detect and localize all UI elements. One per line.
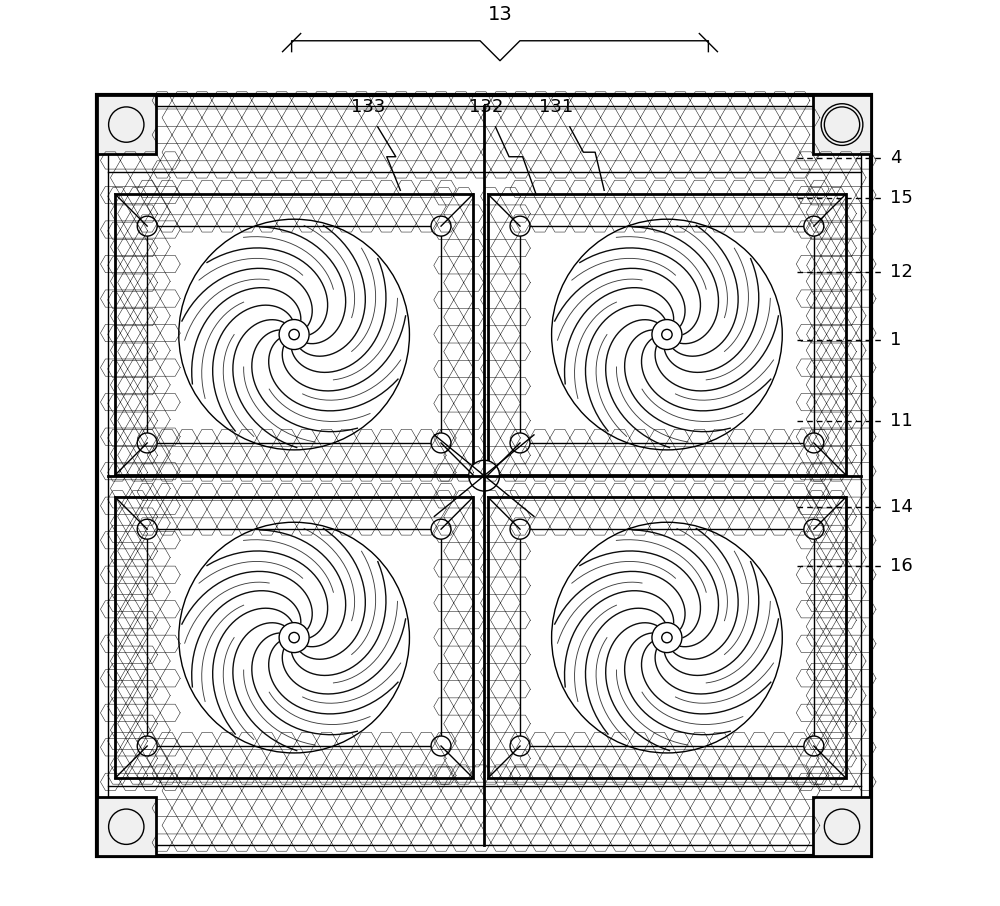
Text: 11: 11	[890, 412, 912, 430]
Text: 133: 133	[351, 98, 386, 116]
Text: 131: 131	[539, 98, 573, 116]
Circle shape	[137, 433, 157, 453]
Circle shape	[510, 217, 530, 236]
Circle shape	[431, 433, 451, 453]
Text: 1: 1	[890, 331, 901, 349]
Circle shape	[431, 519, 451, 539]
Bar	[115, 194, 473, 475]
Bar	[520, 529, 814, 746]
Bar	[813, 95, 871, 154]
Circle shape	[510, 519, 530, 539]
Text: 132: 132	[469, 98, 504, 116]
Text: 4: 4	[890, 149, 901, 167]
Circle shape	[804, 519, 824, 539]
Circle shape	[510, 433, 530, 453]
Bar	[97, 95, 156, 154]
Circle shape	[804, 736, 824, 756]
Bar	[108, 106, 861, 845]
Bar	[520, 226, 814, 443]
Bar	[813, 797, 871, 856]
Circle shape	[804, 217, 824, 236]
Bar	[488, 194, 846, 475]
Circle shape	[510, 736, 530, 756]
Circle shape	[431, 217, 451, 236]
Bar	[97, 797, 156, 856]
Text: 13: 13	[488, 5, 512, 24]
Circle shape	[431, 736, 451, 756]
Bar	[147, 529, 441, 746]
Circle shape	[137, 736, 157, 756]
Circle shape	[469, 460, 500, 491]
Circle shape	[662, 632, 672, 642]
Text: 15: 15	[890, 188, 912, 207]
Bar	[115, 496, 473, 778]
Text: 14: 14	[890, 498, 912, 516]
Circle shape	[137, 519, 157, 539]
Circle shape	[137, 217, 157, 236]
Text: 16: 16	[890, 557, 912, 575]
Circle shape	[804, 433, 824, 453]
Circle shape	[662, 330, 672, 340]
Bar	[488, 496, 846, 778]
Circle shape	[289, 330, 299, 340]
Bar	[97, 95, 871, 856]
Circle shape	[289, 632, 299, 642]
Bar	[147, 226, 441, 443]
Text: 12: 12	[890, 263, 912, 281]
